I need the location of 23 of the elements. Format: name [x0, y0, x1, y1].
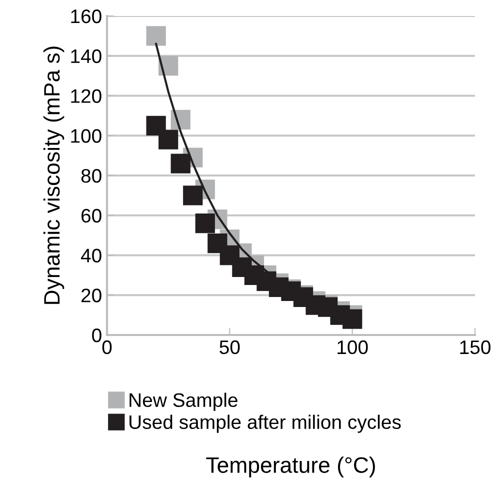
y-tick-label: 20: [81, 288, 102, 302]
y-axis-title: Dynamic viscosity (mPa s): [43, 46, 64, 304]
y-tick-label: 40: [80, 248, 102, 262]
point: [342, 309, 362, 329]
point: [183, 186, 203, 206]
x-tick-label: 50: [220, 340, 240, 354]
y-tick-label: 140: [71, 49, 102, 64]
x-tick-label: 150: [460, 340, 490, 354]
point: [146, 26, 166, 46]
x-axis-title: Temperature (°C): [206, 456, 375, 478]
y-tick-label: 100: [71, 129, 102, 143]
point: [170, 154, 190, 174]
point: [158, 130, 178, 150]
y-tick-label: 60: [82, 208, 102, 223]
legend-label: Used sample after milion cycles: [130, 414, 401, 433]
y-tick-label: 120: [71, 89, 102, 103]
point: [195, 214, 215, 234]
y-tick-label: 160: [71, 9, 102, 24]
legend-label: New Sample: [130, 392, 238, 411]
y-tick-label: 80: [81, 168, 102, 183]
x-tick-label: 0: [102, 340, 112, 354]
y-tick-label: 0: [92, 328, 102, 342]
x-tick-label: 100: [338, 340, 368, 354]
